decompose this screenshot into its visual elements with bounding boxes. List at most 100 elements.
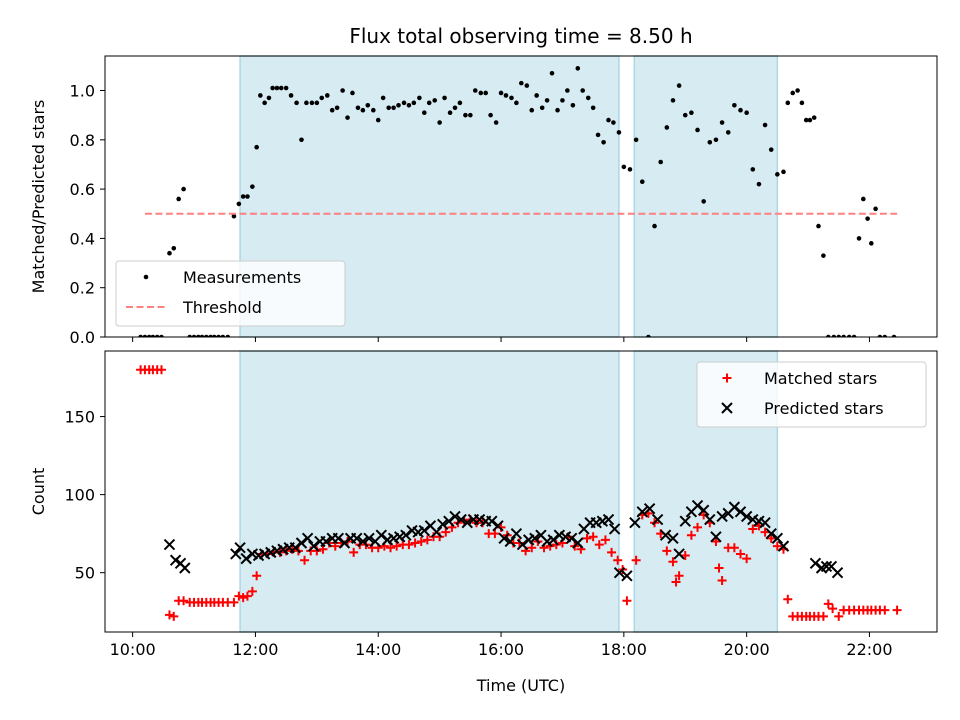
matched-stars-point [594, 540, 604, 550]
measurements-point [483, 90, 488, 96]
matched-stars-point [318, 544, 328, 554]
matched-stars-point [238, 593, 248, 603]
top-panel-marks [138, 66, 898, 337]
matched-stars-point [242, 591, 252, 601]
measurements-point [606, 117, 611, 123]
measurements-point [841, 334, 846, 337]
matched-stars-point [671, 577, 681, 587]
predicted-stars-point [351, 532, 363, 545]
measurements-point [187, 334, 193, 337]
predicted-stars-point [697, 504, 710, 516]
predicted-stars-point [332, 532, 345, 545]
matched-stars-point [818, 611, 828, 621]
observing-interval-shade [633, 55, 779, 338]
matched-stars-point [766, 533, 776, 543]
measurements-point [549, 70, 555, 76]
legend-swatch [721, 402, 733, 414]
predicted-stars-point [295, 537, 308, 549]
measurements-point [355, 105, 361, 111]
predicted-stars-point [179, 562, 191, 574]
predicted-stars-point [771, 532, 784, 545]
y-tick-label: 0.0 [70, 328, 95, 347]
measurements-point [478, 90, 484, 96]
measurements-point [266, 95, 272, 101]
matched-stars-point [631, 555, 641, 565]
matched-stars-point [300, 555, 310, 565]
matched-stars-point [287, 544, 297, 554]
predicted-stars-point [608, 523, 621, 535]
matched-stars-point [748, 524, 758, 534]
measurements-point [534, 93, 539, 98]
predicted-stars-point [728, 501, 741, 513]
predicted-stars-point [704, 513, 716, 526]
measurements-point [891, 334, 897, 337]
legend-label: Threshold [182, 298, 262, 317]
predicted-stars-point [547, 534, 559, 546]
predicted-stars-point [651, 513, 664, 526]
matched-stars-point [416, 536, 426, 546]
measurements-point [744, 110, 749, 115]
predicted-stars-point [613, 566, 626, 579]
measurements-point [790, 90, 796, 96]
matched-stars-point [680, 551, 690, 561]
matched-stars-point [622, 596, 632, 606]
predicted-stars-point [809, 557, 822, 570]
measurements-point [159, 334, 164, 337]
predicted-stars-point [357, 535, 369, 548]
measurements-point [411, 100, 417, 106]
measurements-point [274, 85, 280, 91]
predicted-stars-point [437, 518, 449, 530]
measurements-point [324, 93, 330, 98]
measurements-point [254, 144, 259, 150]
y-tick-label: 100 [64, 486, 95, 505]
measurements-point [304, 100, 309, 106]
matched-stars-point [588, 532, 598, 542]
measurements-point [493, 120, 499, 125]
measurements-point [386, 105, 391, 111]
matched-stars-point [742, 554, 752, 564]
predicted-stars-point [629, 517, 641, 529]
legend-label: Predicted stars [764, 399, 884, 418]
matched-stars-point [760, 527, 770, 537]
matched-stars-point [179, 596, 189, 606]
y-tick-label: 0.6 [70, 180, 95, 199]
measurements-point [560, 98, 565, 103]
matched-stars-point [662, 546, 672, 556]
bottom-panel-y-axis-label: Count [29, 468, 48, 516]
matched-stars-point [234, 591, 244, 601]
measurements-point [345, 115, 350, 120]
measurements-point [181, 186, 186, 192]
measurements-point [240, 194, 246, 199]
matched-stars-point [582, 533, 592, 543]
predicted-stars-point [659, 529, 672, 541]
measurements-point [437, 120, 442, 125]
measurements-point [509, 95, 514, 101]
measurements-point [406, 102, 412, 108]
measurements-point [426, 100, 432, 106]
x-tick-label: 14:00 [355, 640, 401, 659]
measurements-point [245, 194, 250, 199]
measurements-point [375, 117, 381, 123]
matched-stars-point [600, 535, 610, 545]
matched-stars-point [422, 535, 432, 545]
measurements-point [447, 110, 453, 115]
measurements-point [627, 167, 633, 172]
matched-stars-point [729, 543, 739, 553]
measurements-point [391, 105, 396, 111]
predicted-stars-point [820, 560, 833, 573]
top-panel-y-axis-label: Matched/Predicted stars [29, 100, 48, 294]
matched-stars-point [699, 510, 709, 520]
matched-stars-point [607, 547, 617, 557]
x-tick-label: 18:00 [601, 640, 647, 659]
measurements-point [216, 334, 221, 337]
matched-stars-point [823, 599, 833, 609]
measurements-point [565, 88, 570, 93]
top-panel-frame [104, 55, 938, 338]
predicted-stars-point [449, 510, 461, 523]
top-panel-legend: Measurements Threshold [115, 260, 346, 327]
x-axis-label: Time (UTC) [476, 676, 565, 695]
legend-swatch [143, 274, 149, 280]
measurements-point [498, 90, 504, 96]
predicted-stars-point [234, 541, 246, 554]
measurements-point [196, 334, 201, 337]
